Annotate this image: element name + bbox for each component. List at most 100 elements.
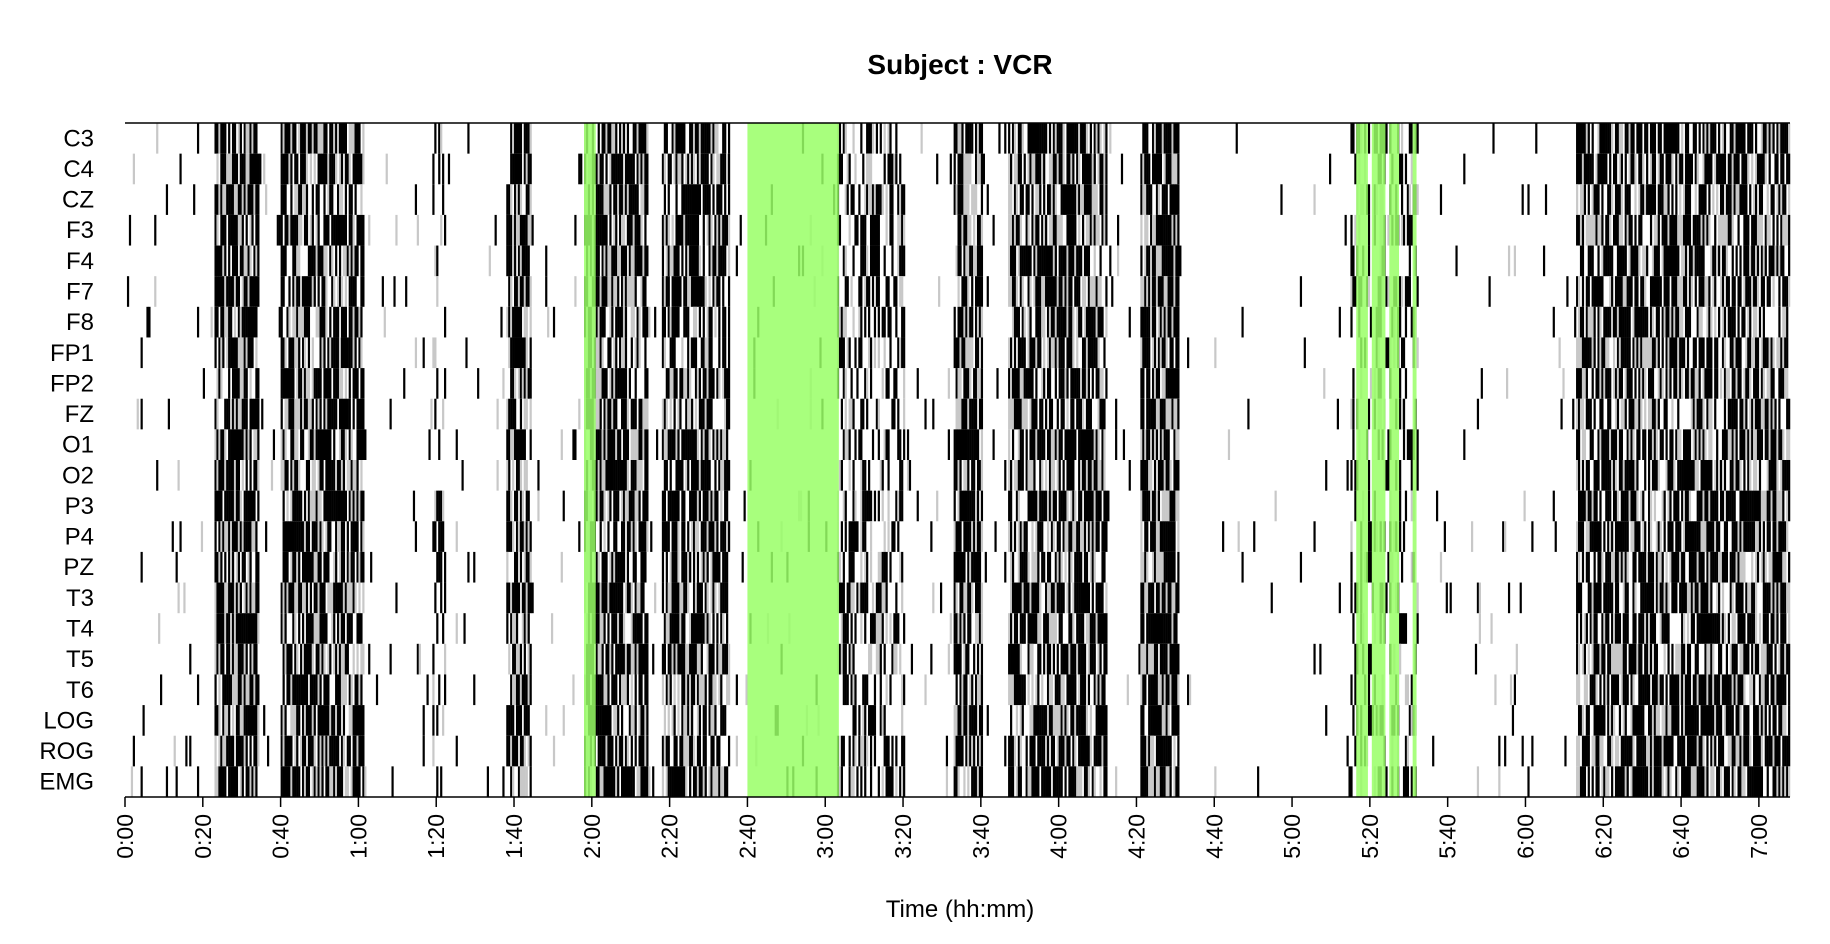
heatmap-cell [626, 521, 630, 552]
heatmap-cell [1099, 490, 1102, 522]
heatmap-cell [607, 245, 610, 277]
heatmap-cell [317, 429, 320, 460]
heatmap-cell [1714, 306, 1717, 338]
heatmap-cell [691, 429, 694, 460]
heatmap-cell [622, 398, 626, 430]
heatmap-cell [346, 460, 349, 491]
heatmap-cell [692, 306, 696, 338]
heatmap-cell [1690, 276, 1693, 307]
heatmap-cell [640, 398, 643, 430]
heatmap-cell [1648, 551, 1651, 583]
heatmap-cell [1064, 276, 1067, 307]
heatmap-cell [1653, 337, 1657, 369]
heatmap-cell [298, 123, 301, 154]
heatmap-cell [1688, 490, 1692, 522]
heatmap-cell [1081, 184, 1085, 215]
heatmap-cell [640, 582, 643, 614]
heatmap-cell [724, 460, 727, 491]
heatmap-cell [243, 368, 246, 399]
heatmap-cell [241, 184, 244, 215]
heatmap-cell [1043, 153, 1046, 185]
heatmap-cell [1618, 551, 1622, 583]
heatmap-cell [1603, 123, 1606, 154]
heatmap-cell [875, 582, 879, 614]
heatmap-cell [1039, 429, 1042, 460]
heatmap-cell [1058, 153, 1061, 185]
heatmap-cell [1583, 123, 1587, 154]
heatmap-cell [1628, 429, 1631, 460]
heatmap-cell [611, 551, 614, 583]
heatmap-cell [1095, 368, 1098, 399]
heatmap-cell [1644, 398, 1647, 430]
heatmap-cell [1760, 490, 1764, 522]
heatmap-cell [226, 306, 229, 338]
heatmap-cell [315, 429, 318, 460]
heatmap-cell [1091, 184, 1094, 215]
heatmap-cell [899, 551, 902, 583]
heatmap-cell [333, 276, 336, 307]
heatmap-cell [1686, 184, 1690, 215]
heatmap-cell [385, 153, 388, 185]
heatmap-cell [1778, 551, 1781, 583]
heatmap-cell [323, 398, 326, 430]
heatmap-cell [1021, 276, 1024, 307]
heatmap-cell [1607, 460, 1610, 491]
heatmap-cell [1060, 337, 1063, 369]
heatmap-cell [1774, 521, 1777, 552]
heatmap-cell [955, 582, 958, 614]
heatmap-cell [1078, 490, 1081, 522]
heatmap-cell [607, 123, 610, 154]
heatmap-cell [220, 490, 223, 522]
heatmap-cell [214, 460, 217, 491]
heatmap-cell [333, 551, 336, 583]
heatmap-cell [860, 214, 863, 246]
heatmap-cell [286, 398, 289, 430]
heatmap-cell [218, 521, 221, 552]
heatmap-cell [342, 306, 346, 338]
heatmap-cell [1688, 551, 1692, 583]
heatmap-cell [1173, 490, 1176, 522]
heatmap-cell [257, 368, 260, 399]
heatmap-cell [1050, 276, 1054, 307]
heatmap-cell [1350, 123, 1353, 154]
heatmap-cell [514, 123, 517, 154]
heatmap-cell [1667, 368, 1670, 399]
heatmap-cell [1605, 306, 1608, 338]
heatmap-cell [1651, 337, 1655, 369]
heatmap-cell [1583, 429, 1587, 460]
heatmap-cell [1023, 153, 1026, 185]
heatmap-cell [1704, 184, 1707, 215]
heatmap-cell [967, 276, 970, 307]
heatmap-cell [597, 245, 600, 277]
heatmap-cell [932, 582, 935, 614]
heatmap-cell [1169, 276, 1172, 307]
heatmap-cell [1171, 153, 1174, 185]
heatmap-cell [1072, 123, 1075, 154]
heatmap-cell [1626, 214, 1629, 246]
heatmap-cell [337, 460, 340, 491]
heatmap-cell [1165, 368, 1168, 399]
heatmap-cell [224, 214, 227, 246]
heatmap-cell [362, 429, 365, 460]
heatmap-cell [1700, 429, 1703, 460]
heatmap-cell [630, 306, 633, 338]
heatmap-cell [1597, 551, 1600, 583]
heatmap-cell [595, 306, 598, 338]
heatmap-cell [1778, 123, 1781, 154]
heatmap-cell [284, 551, 287, 583]
heatmap-cell [519, 521, 523, 552]
heatmap-cell [1749, 245, 1752, 277]
heatmap-cell [1177, 276, 1180, 307]
heatmap-cell [1010, 245, 1013, 277]
heatmap-cell [691, 184, 694, 215]
heatmap-cell [1041, 368, 1044, 399]
heatmap-cell [1766, 123, 1769, 154]
heatmap-cell [1103, 123, 1106, 154]
heatmap-cell [1655, 398, 1658, 430]
heatmap-cell [957, 337, 960, 369]
heatmap-cell [1665, 245, 1668, 277]
heatmap-cell [710, 582, 713, 614]
heatmap-cell [842, 490, 845, 522]
heatmap-cell [1776, 337, 1779, 369]
heatmap-cell [1062, 153, 1065, 185]
